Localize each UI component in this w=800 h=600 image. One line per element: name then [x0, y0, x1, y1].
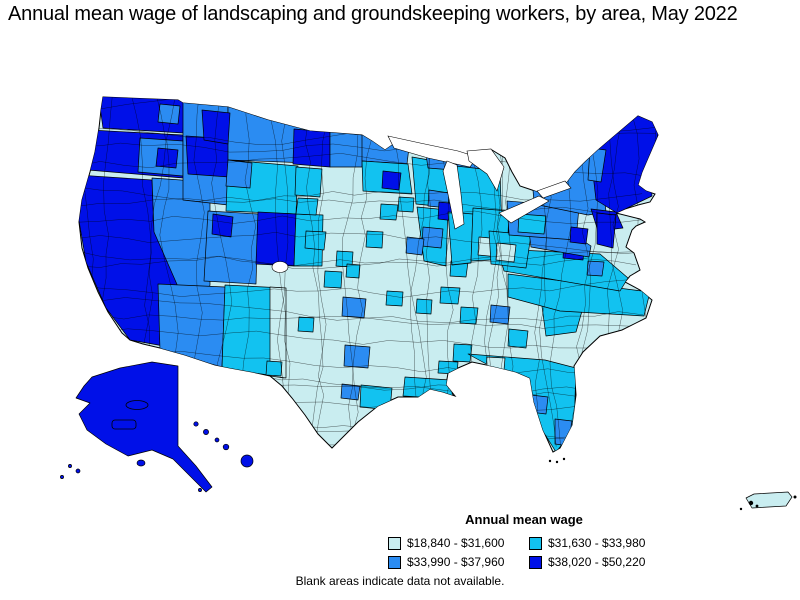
lake-michigan — [442, 160, 465, 230]
legend-grid: $18,840 - $31,600 $31,630 - $33,980 $33,… — [388, 536, 660, 569]
lake-erie — [498, 195, 550, 224]
map-region-salt-lake — [211, 213, 234, 238]
hi-kauai — [193, 421, 199, 427]
map-region-atlanta — [489, 304, 511, 325]
pr-islet-2 — [793, 495, 797, 499]
pr-islet-3 — [739, 507, 743, 511]
map-region-san-antonio — [340, 383, 361, 401]
map-region-nc — [507, 273, 651, 317]
alaska — [60, 361, 213, 493]
map-region-wy-west — [225, 159, 253, 189]
legend-label-2: $31,630 - $33,980 — [548, 536, 646, 550]
ak-kodiak — [136, 459, 146, 467]
pr-islet-1 — [755, 504, 759, 508]
ak-aleutian-1 — [75, 468, 81, 474]
legend-item-2: $31,630 - $33,980 — [529, 536, 660, 550]
map-region-okc — [323, 270, 343, 289]
map-region-nd-east — [329, 131, 364, 168]
lake-ontario — [536, 180, 572, 199]
map-region-des-moines — [379, 203, 399, 221]
legend-title: Annual mean wage — [465, 512, 583, 527]
ak-inner-boundary-2 — [111, 419, 137, 430]
ak-aleutian-3 — [60, 475, 64, 479]
map-region-ga-east — [507, 328, 529, 349]
florida-keys — [548, 457, 566, 464]
map-region-fl-panhandle — [485, 356, 506, 371]
fl-key-1 — [548, 459, 552, 463]
no-data-area — [271, 261, 289, 273]
great-lakes — [387, 135, 572, 230]
map-region-philadelphia — [569, 226, 589, 245]
map-region-or-east-metro — [155, 147, 179, 169]
map-region-nj — [596, 212, 617, 249]
map-region-richmond — [586, 260, 605, 277]
map-region-st-louis — [405, 236, 425, 256]
hawaii — [193, 421, 254, 468]
map-region-minneapolis — [381, 170, 402, 191]
map-region-nm-east — [269, 286, 287, 379]
hi-molokai — [214, 437, 220, 443]
hi-oahu — [203, 429, 209, 435]
map-title: Annual mean wage of landscaping and grou… — [8, 3, 738, 25]
legend-label-3: $33,990 - $37,960 — [407, 555, 505, 569]
map-region-sd-west — [294, 166, 323, 198]
legend: Annual mean wage $18,840 - $31,600 $31,6… — [388, 512, 660, 569]
map-region-az — [157, 283, 226, 368]
hi-big-island — [240, 454, 254, 468]
legend-label-1: $18,840 - $31,600 — [407, 536, 505, 550]
fl-key-3 — [562, 457, 566, 461]
map-region-ne-west — [295, 197, 319, 216]
legend-swatch-4 — [529, 555, 542, 569]
map-region-ia-east — [397, 196, 415, 213]
map-region-houston — [359, 384, 393, 411]
ak-aleutian-2 — [68, 464, 72, 468]
legend-label-4: $38,020 - $50,220 — [548, 555, 646, 569]
legend-swatch-1 — [388, 536, 401, 550]
map-region-tx-west — [297, 316, 315, 333]
map-region-little-rock — [385, 290, 404, 307]
pr-boundary-clump — [748, 500, 754, 506]
map-region-al-south — [452, 343, 473, 363]
map-region-pr — [745, 491, 793, 509]
map-region-austin — [343, 344, 371, 369]
map-region-ak — [75, 361, 213, 493]
ak-panhandle-islet — [198, 488, 202, 492]
lake-huron — [466, 148, 505, 192]
legend-swatch-2 — [529, 536, 542, 550]
ak-inner-boundary-1 — [125, 400, 149, 410]
map-region-memphis — [415, 298, 433, 315]
map-region-dfw — [341, 296, 367, 319]
map-region-pa-central — [517, 213, 547, 235]
legend-item-4: $38,020 - $50,220 — [529, 555, 660, 569]
map-region-tampa — [529, 394, 549, 415]
legend-item-1: $18,840 - $31,600 — [388, 536, 529, 550]
map-region-tulsa — [345, 263, 361, 279]
legend-item-3: $33,990 - $37,960 — [388, 555, 529, 569]
map-region-el-paso — [265, 360, 283, 377]
hi-maui — [222, 443, 230, 451]
legend-swatch-3 — [388, 555, 401, 569]
fl-key-2 — [555, 460, 559, 464]
map-region-kansas-city — [365, 230, 384, 249]
puerto-rico — [739, 491, 797, 511]
map-region-spokane — [157, 103, 181, 125]
map-region-nd-west — [292, 128, 331, 168]
map-footnote: Blank areas indicate data not available. — [295, 574, 505, 588]
